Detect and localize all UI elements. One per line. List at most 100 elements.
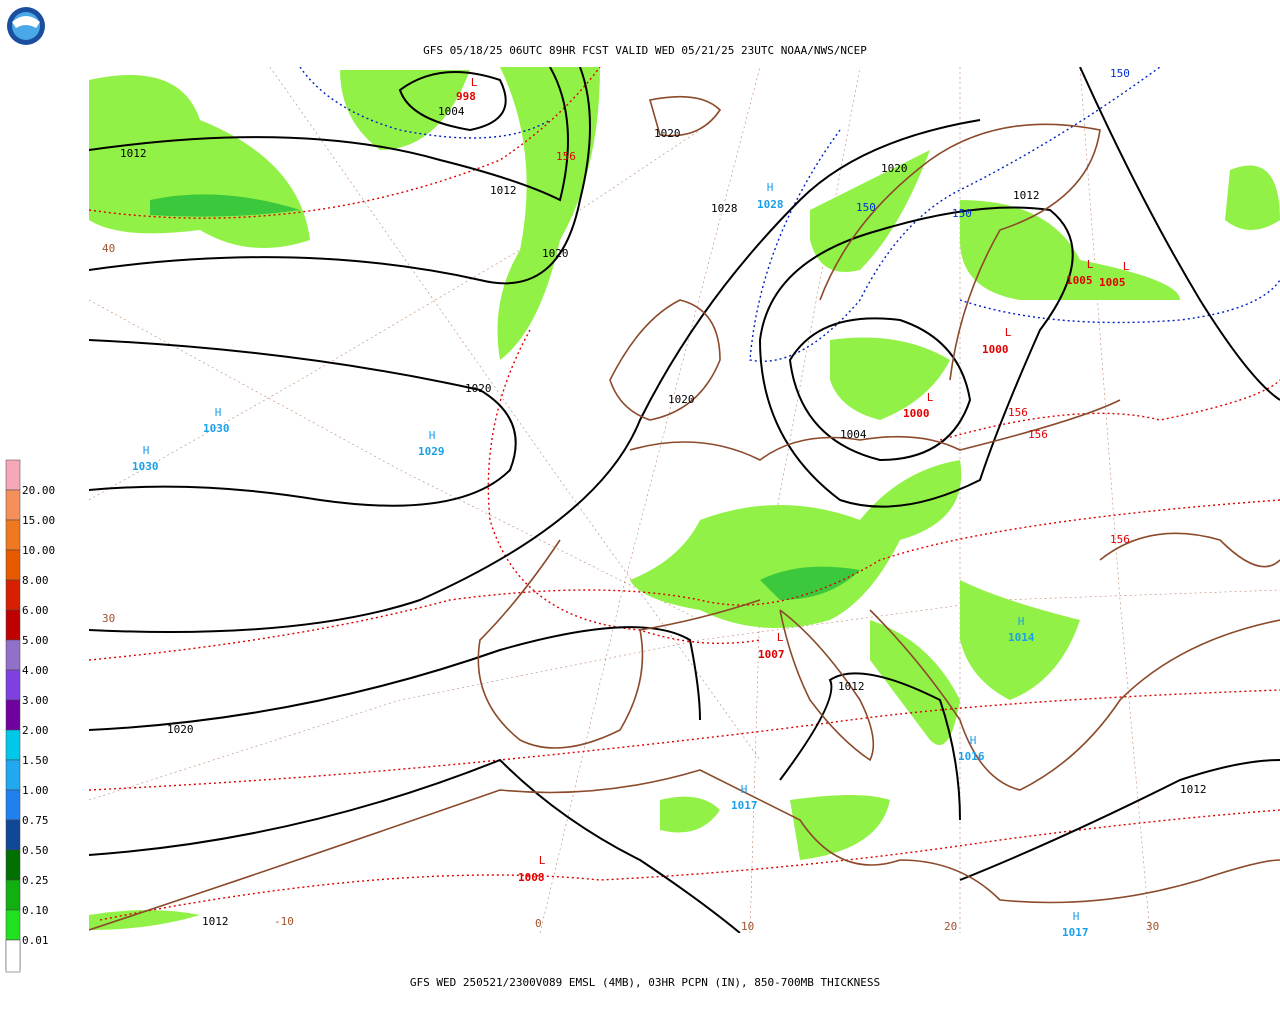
graticule xyxy=(89,67,1280,933)
low-symbol: L xyxy=(539,854,546,867)
legend-swatch xyxy=(5,819,21,851)
thickness-label: 156 xyxy=(556,150,576,163)
precipitation xyxy=(89,67,1280,930)
legend-label: 15.00 xyxy=(22,514,55,527)
coastlines xyxy=(89,95,1280,931)
high-symbol: H xyxy=(1018,615,1025,628)
high-symbol: H xyxy=(970,734,977,747)
high-pressure: 1030 xyxy=(203,422,230,435)
noaa-logo xyxy=(7,7,45,45)
isobar-label: 1012 xyxy=(490,184,517,197)
isobar-label: 1020 xyxy=(167,723,194,736)
latlon-label: 10 xyxy=(741,920,754,933)
map-title: GFS 05/18/25 06UTC 89HR FCST VALID WED 0… xyxy=(423,44,867,57)
thickness-contours xyxy=(89,67,1280,921)
map-area: H1028H1030H1030H1029H1014H1016H1017H1017… xyxy=(89,67,1280,939)
low-pressure: 1007 xyxy=(758,648,785,661)
legend-label: 0.25 xyxy=(22,874,49,887)
legend-label: 10.00 xyxy=(22,544,55,557)
high-symbol: H xyxy=(767,181,774,194)
high-symbol: H xyxy=(1073,910,1080,923)
legend-swatch xyxy=(5,939,21,973)
high-pressure: 1030 xyxy=(132,460,159,473)
isobar-label: 1020 xyxy=(542,247,569,260)
legend-label: 0.75 xyxy=(22,814,49,827)
legend-swatch xyxy=(5,489,21,521)
isobar-label: 1012 xyxy=(120,147,147,160)
high-pressure: 1014 xyxy=(1008,631,1035,644)
legend-swatch xyxy=(5,549,21,581)
legend-label: 0.01 xyxy=(22,934,49,947)
map-labels: H1028H1030H1030H1029H1014H1016H1017H1017… xyxy=(102,67,1207,939)
low-symbol: L xyxy=(927,391,934,404)
isobar-label: 1004 xyxy=(840,428,867,441)
legend-label: 4.00 xyxy=(22,664,49,677)
low-symbol: L xyxy=(471,76,478,89)
isobar-label: 1020 xyxy=(668,393,695,406)
isobar-label: 1020 xyxy=(654,127,681,140)
latlon-label: 0 xyxy=(535,917,542,930)
isobar-label: 1020 xyxy=(881,162,908,175)
latlon-label: 30 xyxy=(1146,920,1159,933)
high-pressure: 1016 xyxy=(958,750,985,763)
legend-label: 20.00 xyxy=(22,484,55,497)
low-symbol: L xyxy=(777,631,784,644)
thickness-label: 150 xyxy=(856,201,876,214)
legend-label: 1.00 xyxy=(22,784,49,797)
thickness-label: 150 xyxy=(1110,67,1130,80)
low-pressure: 1005 xyxy=(1066,274,1093,287)
isobar-label: 1004 xyxy=(438,105,465,118)
latlon-label: 20 xyxy=(944,920,957,933)
legend-label: 1.50 xyxy=(22,754,49,767)
thickness-label: 150 xyxy=(952,207,972,220)
low-symbol: L xyxy=(1005,326,1012,339)
low-symbol: L xyxy=(1123,260,1130,273)
legend-swatch xyxy=(5,699,21,731)
low-pressure: 1000 xyxy=(982,343,1009,356)
low-symbol: L xyxy=(1087,258,1094,271)
legend-swatch xyxy=(5,729,21,761)
thickness-label: 156 xyxy=(1008,406,1028,419)
high-pressure: 1017 xyxy=(1062,926,1089,939)
map-caption: GFS WED 250521/2300V089 EMSL (4MB), 03HR… xyxy=(410,976,880,989)
legend-swatch xyxy=(5,849,21,881)
isobar-label: 1012 xyxy=(1013,189,1040,202)
low-pressure: 998 xyxy=(456,90,476,103)
isobar-label: 1012 xyxy=(838,680,865,693)
legend-swatch xyxy=(5,669,21,701)
isobar-label: 1028 xyxy=(711,202,738,215)
legend-label: 0.10 xyxy=(22,904,49,917)
legend-swatch xyxy=(5,759,21,791)
legend-label: 0.50 xyxy=(22,844,49,857)
isobar-label: 1012 xyxy=(1180,783,1207,796)
legend-swatch xyxy=(5,609,21,641)
high-symbol: H xyxy=(741,783,748,796)
high-symbol: H xyxy=(143,444,150,457)
latlon-label: 40 xyxy=(102,242,115,255)
latlon-label: 30 xyxy=(102,612,115,625)
thickness-label: 156 xyxy=(1028,428,1048,441)
legend-label: 2.00 xyxy=(22,724,49,737)
legend-swatch xyxy=(5,639,21,671)
high-symbol: H xyxy=(215,406,222,419)
legend-swatch xyxy=(5,579,21,611)
low-pressure: 1008 xyxy=(518,871,545,884)
precip-legend: 20.00 15.00 10.00 8.00 6.00 5.00 4.00 3.00 2.00 1… xyxy=(5,459,55,973)
low-pressure: 1000 xyxy=(903,407,930,420)
legend-swatch xyxy=(5,789,21,821)
high-symbol: H xyxy=(429,429,436,442)
low-pressure: 1005 xyxy=(1099,276,1126,289)
legend-label: 3.00 xyxy=(22,694,49,707)
high-pressure: 1028 xyxy=(757,198,784,211)
high-pressure: 1029 xyxy=(418,445,445,458)
latlon-label: -10 xyxy=(274,915,294,928)
legend-swatch xyxy=(5,909,21,941)
legend-label: 8.00 xyxy=(22,574,49,587)
legend-swatch xyxy=(5,459,21,491)
thickness-label: 156 xyxy=(1110,533,1130,546)
legend-swatch xyxy=(5,519,21,551)
high-pressure: 1017 xyxy=(731,799,758,812)
legend-label: 5.00 xyxy=(22,634,49,647)
legend-swatch xyxy=(5,879,21,911)
